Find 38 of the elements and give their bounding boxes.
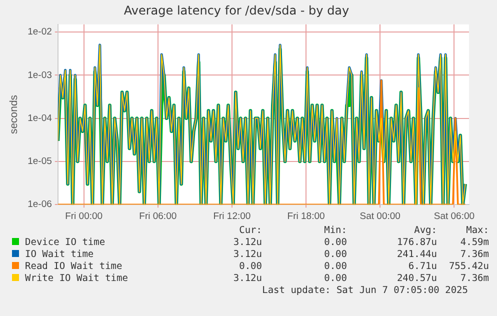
- legend-label: Read IO Wait time: [24, 261, 124, 273]
- text: Max:: [465, 225, 489, 237]
- y-axis-title: seconds: [8, 94, 20, 134]
- x-tick-label: Fri 12:00: [213, 210, 251, 222]
- x-tick-label: Fri 00:00: [65, 210, 103, 222]
- text: 755.42u: [448, 261, 489, 273]
- text: 7.36m: [459, 249, 489, 261]
- text: Last update: Sat Jun 7 07:05:00 2025: [261, 285, 468, 296]
- x-tick-label: Fri 18:00: [287, 210, 325, 222]
- text: 6.71u: [407, 261, 437, 273]
- text: 3.12u: [232, 273, 262, 285]
- text: 4.59m: [459, 237, 489, 249]
- text: 0.00: [323, 249, 347, 261]
- text: 0.00: [323, 261, 347, 273]
- y-tick-label: 1e-04: [28, 112, 52, 124]
- x-tick-label: Sat 00:00: [360, 210, 400, 222]
- y-tick-label: 1e-02: [28, 26, 52, 38]
- chart-title: Average latency for /dev/sda - by day: [124, 3, 350, 18]
- x-tick-label: Fri 06:00: [139, 210, 177, 222]
- text: Avg:: [413, 225, 437, 237]
- text: 0.00: [238, 261, 262, 273]
- text: 0.00: [323, 237, 347, 249]
- legend-label: IO Wait time: [24, 249, 95, 261]
- y-tick-label: 1e-06: [28, 199, 52, 210]
- y-tick-label: 1e-03: [28, 70, 52, 81]
- text: Cur:: [238, 225, 262, 237]
- text: 3.12u: [232, 249, 262, 261]
- x-tick-label: Sat 06:00: [434, 210, 475, 222]
- text: 241.44u: [396, 249, 437, 261]
- text: 0.00: [323, 273, 347, 285]
- text: 7.36m: [459, 273, 489, 285]
- legend-label: Device IO time: [24, 237, 106, 249]
- text: 176.87u: [396, 237, 437, 249]
- text: 240.57u: [396, 273, 437, 285]
- y-tick-label: 1e-05: [28, 156, 52, 168]
- text: Min:: [323, 225, 347, 237]
- legend-label: Write IO Wait time: [24, 273, 129, 285]
- text: 3.12u: [232, 237, 262, 249]
